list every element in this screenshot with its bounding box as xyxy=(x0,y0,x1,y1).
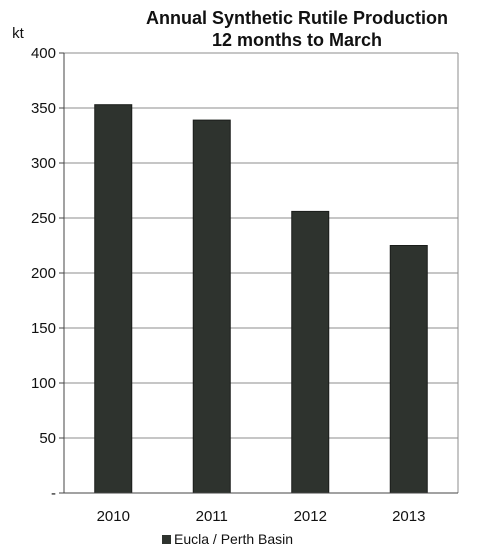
chart-subtitle: 12 months to March xyxy=(212,30,382,50)
y-tick-labels: - 50 100 150 200 250 300 350 400 xyxy=(31,45,56,502)
y-tick-label: 200 xyxy=(31,265,56,282)
bar-2010 xyxy=(94,104,133,494)
legend-label: Eucla / Perth Basin xyxy=(174,531,293,547)
x-tick-label: 2010 xyxy=(97,508,130,525)
legend: Eucla / Perth Basin xyxy=(162,531,293,547)
y-tick-label: 350 xyxy=(31,100,56,117)
x-tick-label: 2011 xyxy=(196,508,228,525)
y-axis-label: kt xyxy=(12,25,25,42)
chart-title: Annual Synthetic Rutile Production xyxy=(146,8,448,28)
y-tick-label: 250 xyxy=(31,210,56,227)
y-tick-label: 50 xyxy=(39,430,56,447)
bars xyxy=(94,104,428,494)
bar-2011 xyxy=(192,119,231,494)
y-tick-label: 300 xyxy=(31,155,56,172)
y-tick-label: - xyxy=(51,485,56,502)
bar-2013 xyxy=(389,245,428,494)
x-tick-labels: 2010 2011 2012 2013 xyxy=(97,508,426,525)
y-tick-label: 150 xyxy=(31,320,56,337)
axes xyxy=(63,53,459,494)
x-tick-label: 2013 xyxy=(392,508,425,525)
legend-swatch xyxy=(162,535,171,544)
bar-2012 xyxy=(291,210,330,494)
y-tick-label: 400 xyxy=(31,45,56,62)
x-tick-label: 2012 xyxy=(294,508,327,525)
y-tick-label: 100 xyxy=(31,375,56,392)
